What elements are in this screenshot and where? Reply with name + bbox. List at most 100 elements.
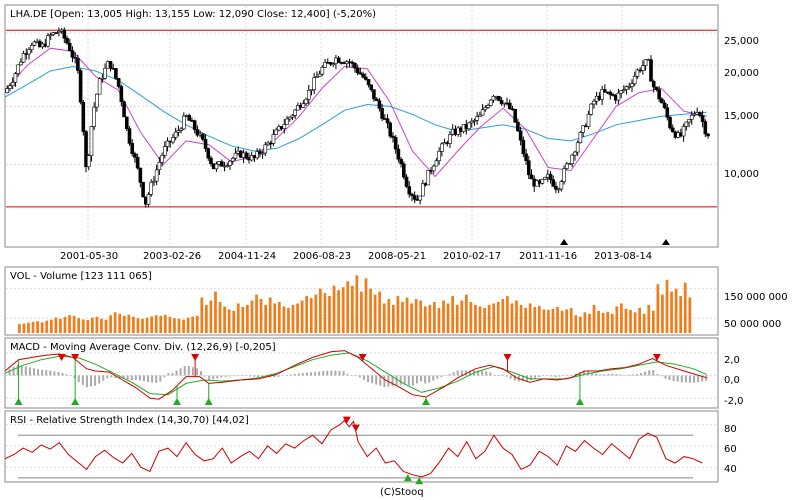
volume-bar [487,304,491,333]
candle-body [624,86,629,90]
macd-histogram-bar [701,375,704,382]
candle-body [412,195,417,200]
candle-body [141,181,145,198]
candle-body [472,120,477,122]
candle-body [230,157,235,162]
candle-body [559,181,564,190]
macd-histogram-bar [57,371,60,376]
volume-bar [369,288,372,333]
candle-body [407,186,412,195]
macd-histogram-bar [513,375,516,381]
candle-body [706,133,710,137]
volume-bar [610,313,614,333]
candle-body [285,118,289,125]
macd-histogram-bar [155,375,158,383]
candle-body [600,89,604,100]
macd-histogram-bar [652,370,655,376]
candle-body [173,131,178,138]
macd-histogram-bar [24,366,27,376]
candle-body [154,169,159,182]
volume-bar [533,307,537,333]
volume-bar [629,309,632,333]
candle-body [632,76,637,85]
macd-histogram-bar [41,369,44,376]
candle-body [160,154,164,163]
volume-bar [145,317,149,333]
volume-bar [337,290,340,333]
candle-body [296,105,300,111]
candle-body [516,121,520,132]
volume-bar [350,285,354,333]
macd-histogram-bar [672,375,675,382]
macd-histogram-bar [534,375,537,379]
macd-histogram-bar [521,375,524,382]
macd-line [4,350,707,400]
volume-bar [378,291,382,333]
candle-body [480,109,485,116]
candle-body [654,86,659,90]
candle-body [331,63,336,65]
macd-histogram-bar [69,375,72,376]
candle-body [483,107,488,110]
macd-histogram-bar [159,375,162,382]
macd-histogram-bar [648,370,651,376]
volume-bar [565,309,569,333]
candle-body [543,177,547,180]
candle-body [662,102,667,109]
candle-body [76,58,80,71]
candle-body [385,118,390,124]
candle-body [377,100,382,109]
volume-bar [633,312,637,333]
volume-bar [364,278,368,333]
volume-bar [163,314,167,333]
macd-histogram-bar [114,375,117,378]
macd-histogram-bar [16,364,19,376]
macd-histogram-bar [126,375,129,380]
candle-body [388,122,393,137]
buy-signal-icon [575,398,584,405]
macd-histogram-bar [362,375,365,380]
candle-body [274,129,278,135]
x-axis-labels: 2001-05-30 2003-02-26 2004-11-24 2006-08… [60,251,652,262]
macd-histogram-bar [212,375,215,380]
candle-body [27,49,31,55]
macd-histogram-bar [350,375,353,376]
candle-body [619,90,623,94]
candle-body [437,150,441,162]
macd-histogram-bar [371,375,374,384]
macd-histogram-bar [61,373,64,376]
macd-histogram-bar [37,369,40,376]
candle-body [660,98,664,104]
candle-body [220,161,224,167]
volume-bar [360,291,363,333]
candle-body [491,96,496,101]
volume-bar [104,319,108,333]
macd-histogram-bar [314,371,317,376]
volume-bar [510,303,514,333]
candle-body [497,96,501,101]
candle-body [524,153,528,162]
volume-bar [323,293,327,333]
candle-body [195,129,200,136]
macd-histogram-bar [261,375,264,378]
volume-bar [373,294,377,333]
candle-body [592,100,596,105]
candle-body [507,102,512,110]
candle-body [317,73,322,77]
candle-body [323,62,327,68]
macd-histogram-bar [493,375,496,376]
macd-histogram-bar [305,372,308,376]
candle-body [57,30,61,33]
candle-body [627,86,632,88]
volume-bar [141,318,144,333]
candle-body [361,73,365,78]
candle-body [192,120,197,130]
candle-body [260,152,265,155]
candle-body [404,176,409,187]
candle-body [380,108,384,119]
volume-bar [665,279,669,333]
volume-bar [615,306,619,333]
volume-bar [651,310,655,333]
volume-bar [556,307,559,333]
macd-histogram-bar [346,374,349,376]
